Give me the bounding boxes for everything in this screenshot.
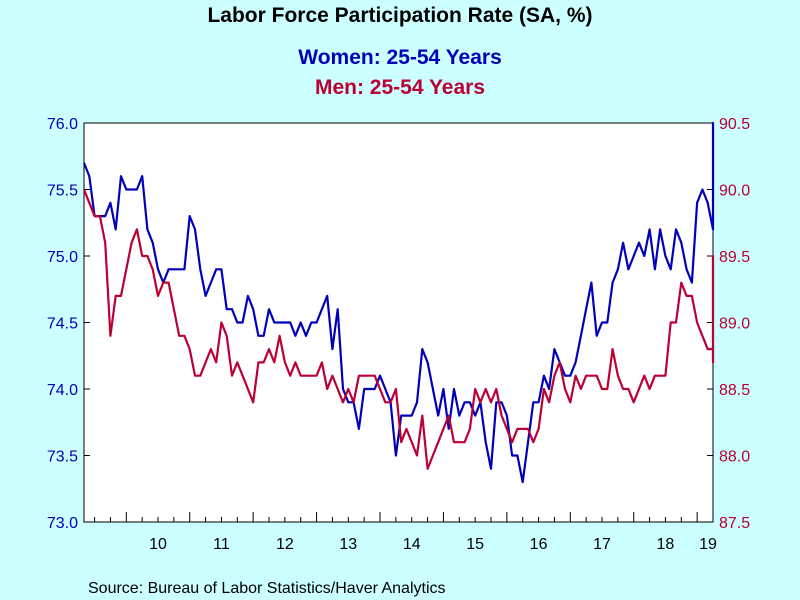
source-note: Source: Bureau of Labor Statistics/Haver… [88, 580, 446, 597]
y-right-tick-label: 89.0 [719, 316, 750, 333]
x-tick-label: 12 [276, 536, 294, 553]
women-series-line [82, 121, 715, 484]
axis-labels: 73.0 73.5 74.0 74.5 75.0 75.5 76.0 87.5 88.0 88.5… [47, 116, 750, 553]
y-right-tick-label: 88.0 [719, 449, 750, 466]
x-tick-label: 14 [403, 536, 421, 553]
plot-area [83, 122, 714, 523]
x-tick-label: 17 [593, 536, 611, 553]
y-left-tick-label: 73.0 [47, 515, 78, 532]
y-left-tick-label: 74.0 [47, 382, 78, 399]
legend-women: Women: 25-54 Years [298, 46, 502, 69]
y-right-tick-label: 90.0 [719, 183, 750, 200]
y-left-tick-label: 76.0 [47, 116, 78, 133]
men-series-line [82, 189, 715, 470]
x-tick-label: 18 [657, 536, 675, 553]
y-left-tick-label: 75.0 [47, 249, 78, 266]
x-tick-label: 19 [699, 536, 717, 553]
y-left-tick-label: 75.5 [47, 183, 78, 200]
series-lines [82, 121, 715, 484]
x-tick-label: 15 [466, 536, 484, 553]
y-right-tick-label: 88.5 [719, 382, 750, 399]
chart-title: Labor Force Participation Rate (SA, %) [207, 4, 592, 27]
x-tick-label: 11 [213, 536, 230, 553]
legend-men: Men: 25-54 Years [315, 76, 485, 99]
x-tick-label: 10 [149, 536, 167, 553]
x-tick-label: 16 [530, 536, 548, 553]
y-left-tick-label: 74.5 [47, 316, 78, 333]
y-right-tick-label: 89.5 [719, 249, 750, 266]
y-left-tick-label: 73.5 [47, 449, 78, 466]
x-tick-label: 13 [339, 536, 357, 553]
y-right-tick-label: 90.5 [719, 116, 750, 133]
y-right-tick-label: 87.5 [719, 515, 750, 532]
